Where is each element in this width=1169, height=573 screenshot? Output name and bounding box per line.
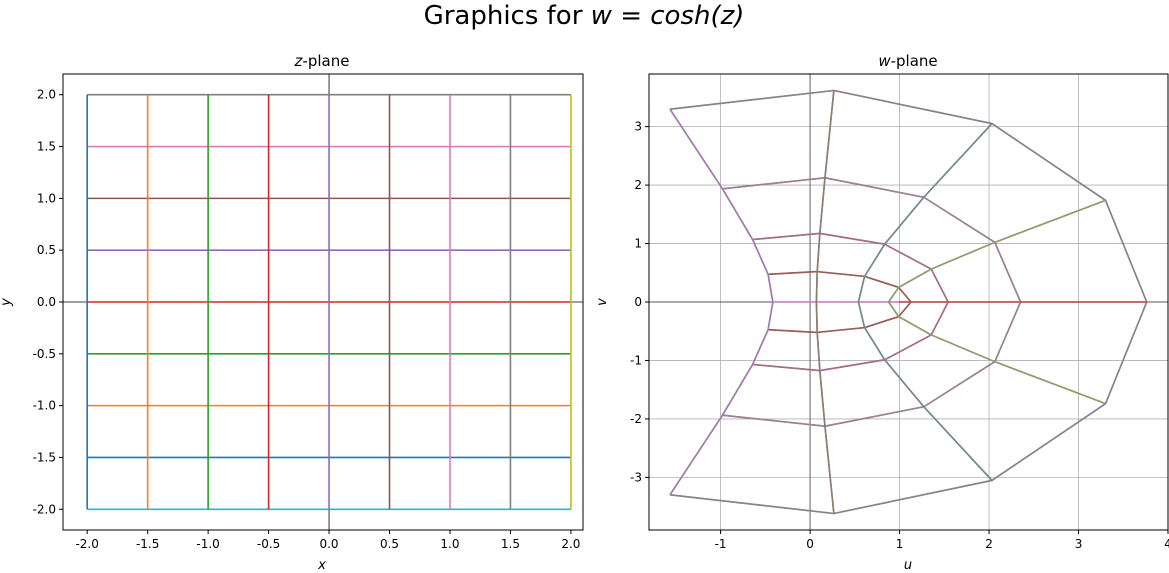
z-plane-xtick-label: 1.5: [501, 537, 520, 551]
z-plane-frame: [62, 73, 584, 531]
w-plane-image-of-horizontal-line: [887, 199, 1106, 405]
z-plane-ytick-label: -1.0: [33, 399, 56, 413]
z-plane-xlabel: x: [317, 558, 326, 573]
w-plane-ytick-label: 1: [634, 237, 642, 251]
w-plane-chart: w-plane -1 0 1 2 3 4 -3 -2 -1 0 1 2 3 u v: [595, 52, 1169, 573]
w-plane-ytick-label: -1: [630, 353, 642, 367]
figure-suptitle: Graphics for w = cosh(z): [424, 1, 745, 31]
w-plane-xtick-label: 0: [806, 537, 814, 551]
z-plane-xtick-label: 1.0: [440, 537, 459, 551]
z-plane-title: z-plane: [294, 52, 350, 70]
w-plane-ytick-label: 0: [634, 295, 642, 309]
z-plane-grid-lines: [63, 74, 583, 530]
w-plane-image-of-horizontal-line: [857, 123, 993, 481]
w-plane-title: w-plane: [878, 52, 937, 70]
z-plane-xtick-label: -1.0: [196, 537, 219, 551]
z-plane-xtick-label: -0.5: [257, 537, 280, 551]
z-plane-xtick-label: 0.5: [380, 537, 399, 551]
w-plane-xtick-label: 2: [985, 537, 993, 551]
z-plane-ytick-label: -2.0: [33, 502, 56, 516]
z-plane-ytick-label: 2.0: [37, 88, 56, 102]
w-plane-frame: [648, 73, 1169, 531]
w-plane-ytick-label: -3: [630, 470, 642, 484]
w-plane-image-of-horizontal-line: [815, 90, 835, 514]
w-plane-xtick-label: 3: [1075, 537, 1083, 551]
w-plane-ticks: -1 0 1 2 3 4 -3 -2 -1 0 1 2 3: [630, 120, 1169, 551]
w-plane-ylabel: v: [595, 298, 610, 306]
z-plane-ytick-label: -0.5: [33, 347, 56, 361]
z-plane-ytick-label: 1.5: [37, 140, 56, 154]
w-plane-xlabel: u: [904, 558, 912, 573]
w-plane-ytick-label: 2: [634, 178, 642, 192]
w-plane-curves: [669, 89, 1148, 515]
w-plane-ytick-label: -2: [630, 412, 642, 426]
suptitle-prefix: Graphics for: [424, 1, 591, 31]
w-plane-image-of-horizontal-line: [669, 108, 774, 496]
z-plane-xtick-label: -1.5: [136, 537, 159, 551]
z-plane-ytick-label: 1.0: [37, 191, 56, 205]
w-plane-xtick-label: 1: [896, 537, 904, 551]
z-plane-ticks: -2.0 -1.5 -1.0 -0.5 0.0 0.5 1.0 1.5 2.0 -2.0 -1.5 -…: [33, 88, 581, 551]
z-plane-ytick-label: 0.0: [37, 295, 56, 309]
z-plane-chart: z-plane -2.0 -1.5 -1.0 -0.5 0.0 0.5 1.0 1.5 2.0-…: [0, 52, 584, 573]
w-plane-xtick-label: 4: [1164, 537, 1169, 551]
z-plane-xtick-label: -2.0: [75, 537, 98, 551]
z-plane-xtick-label: 0.0: [319, 537, 338, 551]
z-plane-ytick-label: 0.5: [37, 243, 56, 257]
suptitle-math: w = cosh(z): [591, 1, 745, 31]
w-plane-ytick-label: 3: [634, 120, 642, 134]
z-plane-ytick-label: -1.5: [33, 450, 56, 464]
w-plane-xtick-label: -1: [715, 537, 727, 551]
z-plane-xtick-label: 2.0: [561, 537, 580, 551]
z-plane-ylabel: y: [0, 298, 14, 307]
